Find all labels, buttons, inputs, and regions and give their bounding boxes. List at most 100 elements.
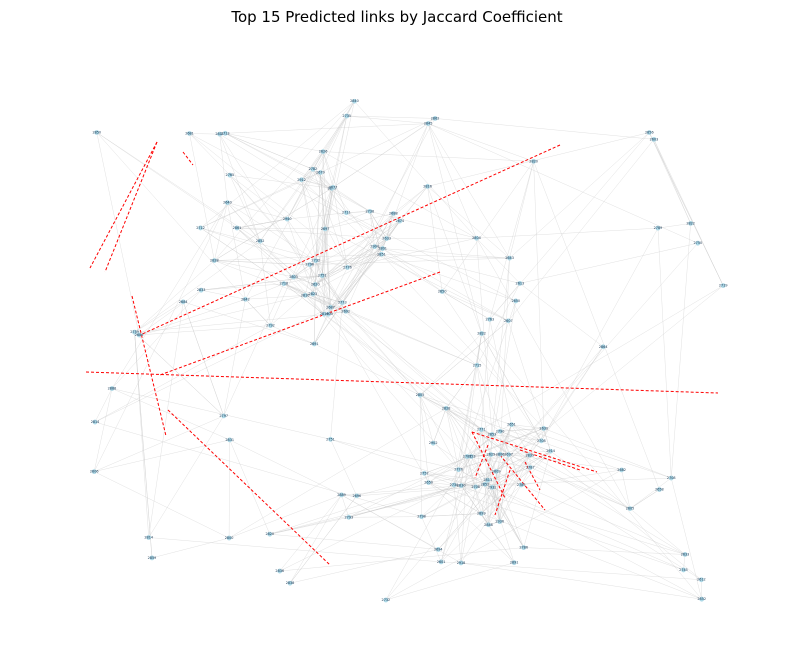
- graph-edge: [148, 537, 442, 563]
- node-dot: [281, 281, 287, 287]
- node-dot: [497, 428, 503, 434]
- graph-node: 2630: [539, 426, 548, 431]
- node-label: 2650: [438, 290, 447, 294]
- node-dot: [656, 487, 662, 492]
- graph-node: 2797: [219, 413, 228, 419]
- graph-edge: [93, 388, 113, 472]
- graph-edge: [621, 469, 631, 509]
- graph-edge: [458, 333, 482, 470]
- graph-node: 2804: [472, 235, 481, 241]
- graph-edge: [440, 484, 522, 563]
- graph-node: 2899: [477, 511, 486, 516]
- node-label: 2838: [286, 581, 295, 585]
- graph-edge: [227, 202, 325, 315]
- graph-edge: [428, 482, 515, 563]
- graph-edge: [385, 562, 515, 601]
- graph-node: 2840: [350, 98, 359, 104]
- node-label: 2692: [341, 309, 350, 313]
- node-label: 2852: [256, 239, 265, 243]
- node-dot: [267, 531, 273, 537]
- node-dot: [328, 304, 333, 310]
- graph-node: 2738: [365, 208, 374, 214]
- graph-edge: [488, 424, 512, 525]
- graph-node: 2861: [233, 225, 241, 231]
- node-label: 2833: [197, 288, 206, 292]
- graph-edge: [321, 151, 324, 276]
- graph-edge: [499, 454, 509, 522]
- graph-edge: [428, 456, 472, 483]
- node-dot: [319, 273, 325, 279]
- node-label: 2801: [378, 247, 387, 251]
- node-label: 2814: [91, 420, 100, 424]
- graph-edge: [446, 408, 509, 455]
- graph-edge: [356, 486, 476, 497]
- graph-node: 2776: [454, 467, 463, 473]
- node-dot: [243, 296, 248, 302]
- node-dot: [322, 226, 328, 232]
- node-dot: [92, 419, 98, 425]
- graph-edge: [511, 424, 702, 580]
- node-dot: [149, 555, 155, 561]
- node-dot: [198, 225, 203, 231]
- graph-node: 2902: [429, 440, 438, 446]
- graph-edge: [227, 202, 316, 261]
- graph-node: 2833: [197, 287, 206, 293]
- node-dot: [109, 386, 115, 391]
- node-label: 2633: [382, 237, 391, 241]
- node-dot: [655, 225, 661, 231]
- graph-edge: [321, 228, 326, 276]
- graph-edge: [345, 311, 482, 430]
- graph-edge: [419, 394, 531, 468]
- graph-edge: [236, 227, 294, 278]
- graph-node: 2650: [424, 480, 433, 485]
- graph-edge: [270, 295, 306, 326]
- node-dot: [497, 451, 503, 457]
- graph-node: 2763: [485, 316, 494, 322]
- predicted-link-2611-2850: [182, 151, 194, 166]
- graph-edge: [529, 346, 604, 456]
- node-dot: [506, 452, 511, 458]
- graph-edge: [481, 429, 500, 522]
- node-dot: [94, 130, 100, 135]
- graph-node: 2750: [694, 240, 702, 246]
- graph-edge: [94, 415, 224, 472]
- graph-edge: [330, 439, 459, 470]
- node-dot: [310, 166, 316, 172]
- graph-node: 2773: [338, 300, 347, 306]
- graph-node: 2658: [655, 487, 664, 492]
- graph-edge: [293, 220, 400, 278]
- graph-edge: [96, 132, 238, 229]
- graph-edge: [301, 115, 347, 180]
- graph-edge: [200, 101, 355, 229]
- graph-edge: [245, 115, 347, 300]
- node-label: 2787: [526, 466, 535, 470]
- graph-node: 2818: [215, 131, 224, 137]
- node-dot: [439, 289, 445, 295]
- predicted-link-2683-2818: [471, 431, 598, 473]
- node-label: 2845: [424, 122, 433, 126]
- node-dot: [384, 236, 390, 241]
- graph-edge: [487, 480, 489, 525]
- graph-node: 2918: [457, 560, 465, 566]
- node-dot: [91, 469, 97, 475]
- node-dot: [132, 329, 137, 335]
- graph-node: 2603: [650, 136, 658, 142]
- node-dot: [383, 597, 389, 603]
- graph-edge: [279, 547, 524, 572]
- node-label: 2738: [365, 209, 374, 213]
- graph-edge: [223, 283, 285, 417]
- graph-edge: [259, 241, 271, 326]
- graph-edge: [533, 161, 660, 490]
- node-dot: [313, 258, 319, 264]
- graph-node: 2600: [324, 311, 333, 317]
- graph-edge: [219, 134, 261, 242]
- graph-edge: [347, 213, 394, 268]
- node-dot: [227, 437, 233, 443]
- graph-edge: [508, 454, 622, 471]
- graph-node: 2823: [309, 291, 317, 297]
- graph-edge: [111, 202, 228, 389]
- graph-node: 2765: [226, 172, 234, 178]
- graph-edge: [341, 494, 350, 518]
- graph-edge: [325, 211, 370, 230]
- graph-edge: [148, 301, 184, 538]
